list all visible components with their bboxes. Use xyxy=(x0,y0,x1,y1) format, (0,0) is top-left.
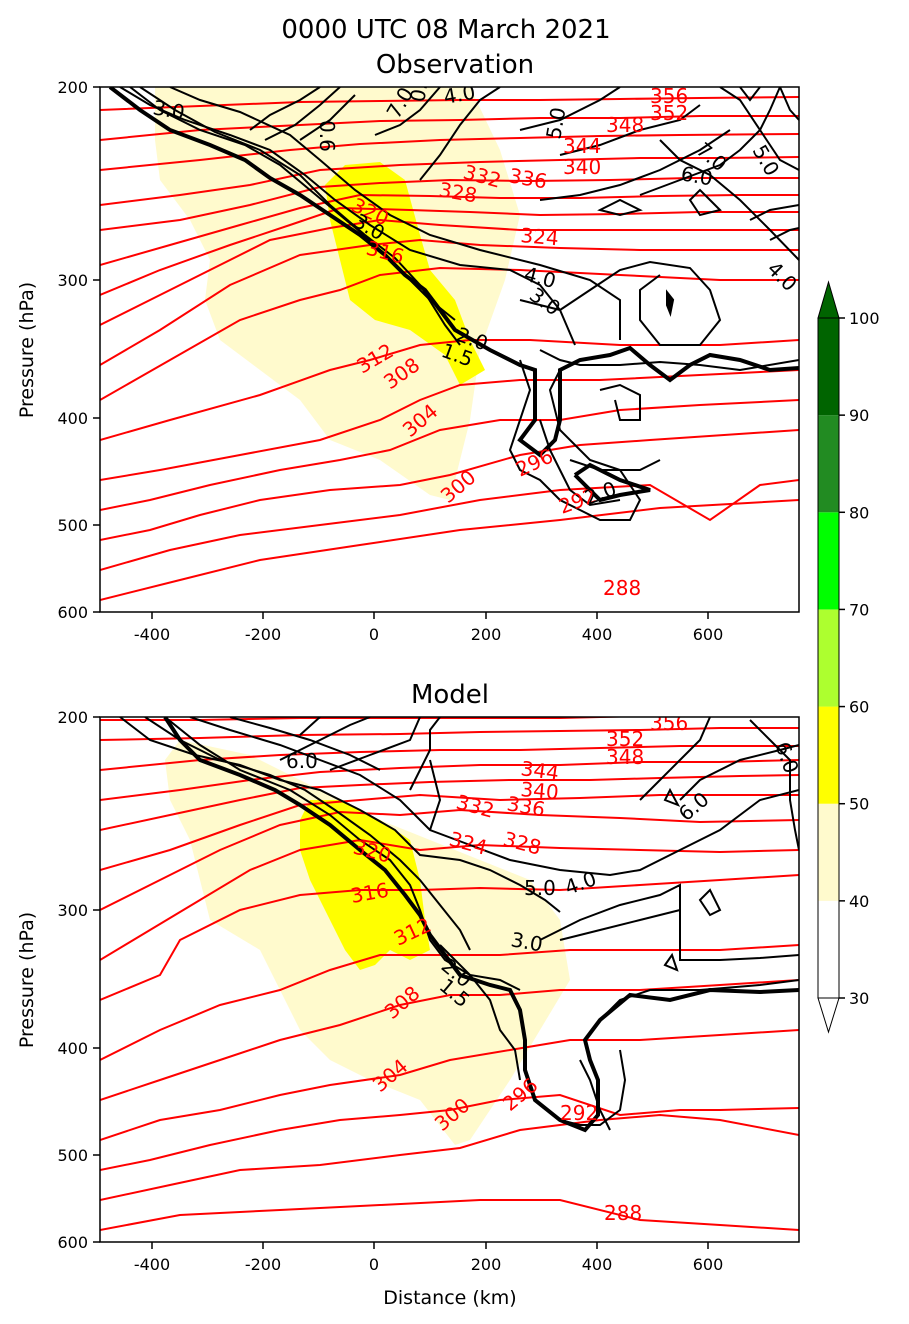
y-tick-label: 200 xyxy=(57,708,88,727)
colorbar-bin xyxy=(818,318,839,416)
pv-label: 3.0 xyxy=(525,282,565,320)
shading-50-60 xyxy=(300,800,430,970)
y-tick-label: 600 xyxy=(57,603,88,622)
observation-panel: Observation xyxy=(16,50,801,644)
pv-label: 5.0 xyxy=(748,141,785,181)
observation-axes-frame xyxy=(99,86,800,613)
theta-label: 324 xyxy=(520,223,560,250)
x-tick-label: -200 xyxy=(245,1255,281,1274)
theta-label: 336 xyxy=(507,163,549,193)
theta-label: 336 xyxy=(505,791,547,821)
x-tick-label: 200 xyxy=(471,1255,502,1274)
theta-label: 328 xyxy=(501,827,544,860)
theta-label: 344 xyxy=(519,756,560,785)
theta-label: 288 xyxy=(603,576,641,600)
observation-y-axis: 200 300 400 500 600 Pressure (hPa) xyxy=(16,78,100,622)
pv-label: 3.0 xyxy=(151,95,186,124)
theta-label: 348 xyxy=(606,113,644,137)
model-plot-area: 356 352 348 344 340 336 332 328 324 320 … xyxy=(100,711,799,1231)
pv-2-contour-thick xyxy=(108,87,799,503)
y-tick-label: 300 xyxy=(57,901,88,920)
model-y-label: Pressure (hPa) xyxy=(16,912,38,1048)
colorbar-bin xyxy=(818,900,839,998)
observation-y-label: Pressure (hPa) xyxy=(16,282,38,418)
model-title: Model xyxy=(411,680,489,710)
y-tick-label: 400 xyxy=(57,409,88,428)
colorbar: 30 40 50 60 70 80 90 100 xyxy=(817,280,880,1034)
theta-label: 340 xyxy=(563,155,601,179)
isentropes-red xyxy=(100,96,799,601)
model-panel: Model xyxy=(16,680,800,1309)
theta-label: 340 xyxy=(520,777,560,804)
pv-label: 3.0 xyxy=(509,927,544,956)
colorbar-tick-label: 90 xyxy=(849,406,869,425)
model-y-axis: 200 300 400 500 600 Pressure (hPa) xyxy=(16,708,100,1252)
pv-contours-black xyxy=(119,717,799,1131)
theta-label: 344 xyxy=(563,134,601,158)
y-tick-label: 500 xyxy=(57,516,88,535)
pv-label: 6.0 xyxy=(679,161,714,190)
theta-label: 292 xyxy=(560,1101,598,1125)
x-tick-label: -400 xyxy=(134,1255,170,1274)
pv-label: 5.0 xyxy=(541,105,570,140)
pv-label: 4.0 xyxy=(442,80,477,109)
colorbar-extend-max xyxy=(817,280,840,319)
colorbar-tick-label: 80 xyxy=(849,503,869,522)
model-x-label: Distance (km) xyxy=(383,1287,516,1309)
pv-2-contour-thick xyxy=(163,717,799,1133)
x-tick-label: 200 xyxy=(471,625,502,644)
x-tick-label: 400 xyxy=(582,625,613,644)
colorbar-bin xyxy=(818,706,839,804)
pv-label: 5.0 xyxy=(524,876,556,900)
model-x-axis: -400 -200 0 200 400 600 Distance (km) xyxy=(134,1242,723,1309)
theta-label: 352 xyxy=(650,101,688,125)
observation-plot-area: 356 352 348 344 340 336 332 328 324 320 … xyxy=(100,68,801,601)
theta-label: 356 xyxy=(650,711,688,735)
pv-label: 0.6 xyxy=(315,120,339,152)
theta-label: 356 xyxy=(650,84,688,108)
x-tick-label: 0 xyxy=(369,625,379,644)
x-tick-label: 0 xyxy=(369,1255,379,1274)
colorbar-tick-label: 100 xyxy=(849,309,880,328)
colorbar-tick-label: 60 xyxy=(849,698,869,717)
observation-x-axis: -400 -200 0 200 400 600 xyxy=(134,612,723,644)
y-tick-label: 400 xyxy=(57,1039,88,1058)
figure-title: 0000 UTC 08 March 2021 xyxy=(281,15,610,45)
x-tick-label: 600 xyxy=(693,625,724,644)
colorbar-tick-label: 30 xyxy=(849,989,869,1008)
theta-label: 288 xyxy=(604,1201,642,1225)
colorbar-frame xyxy=(817,317,840,999)
y-tick-label: 500 xyxy=(57,1146,88,1165)
x-tick-label: 600 xyxy=(693,1255,724,1274)
colorbar-bin xyxy=(818,512,839,610)
pv-label: 2.0 xyxy=(582,476,620,509)
isentropes-red xyxy=(100,717,799,1231)
colorbar-bin xyxy=(818,803,839,901)
colorbar-extend-min xyxy=(817,997,840,1034)
y-tick-label: 600 xyxy=(57,1233,88,1252)
pv-label: 0.9 xyxy=(405,68,434,103)
colorbar-tick-label: 40 xyxy=(849,892,869,911)
x-tick-label: -400 xyxy=(134,625,170,644)
x-tick-label: -200 xyxy=(245,625,281,644)
x-tick-label: 400 xyxy=(582,1255,613,1274)
pv-contours-black xyxy=(119,87,799,521)
y-tick-label: 200 xyxy=(57,78,88,97)
model-axes-frame xyxy=(99,716,800,1243)
colorbar-tick-label: 50 xyxy=(849,795,869,814)
pv-label: 4.0 xyxy=(762,257,801,296)
theta-label: 332 xyxy=(454,790,497,823)
pv-label: 6.0 xyxy=(286,749,318,773)
colorbar-bin xyxy=(818,609,839,707)
observation-title: Observation xyxy=(376,50,534,80)
theta-label: 348 xyxy=(606,745,644,769)
y-tick-label: 300 xyxy=(57,271,88,290)
theta-label: 352 xyxy=(606,727,644,751)
colorbar-bin xyxy=(818,415,839,513)
colorbar-tick-label: 70 xyxy=(849,600,869,619)
